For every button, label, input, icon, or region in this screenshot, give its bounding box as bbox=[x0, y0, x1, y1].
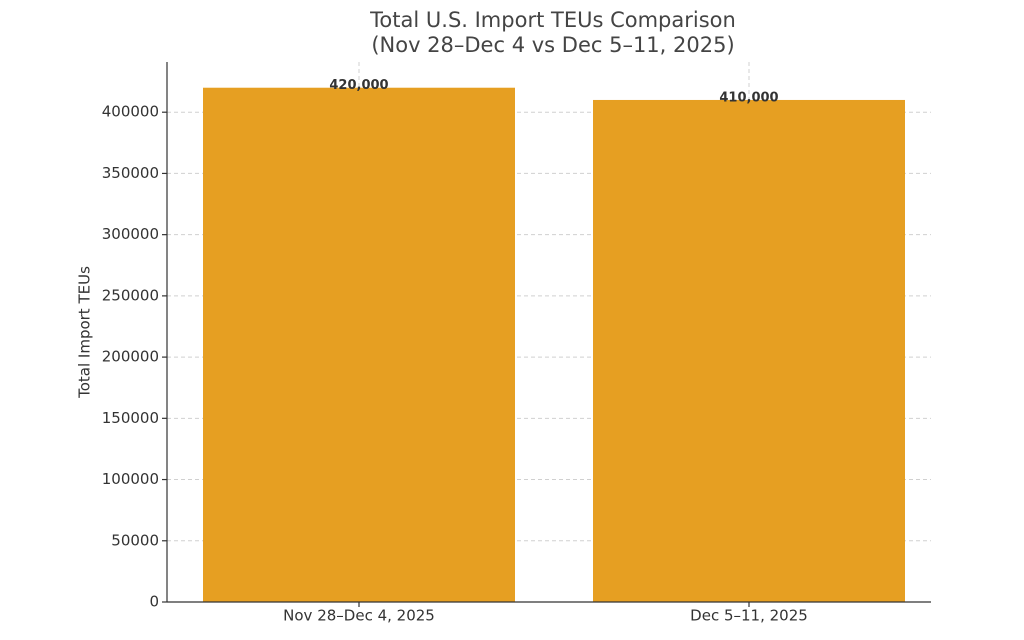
chart-title: Total U.S. Import TEUs Comparison bbox=[369, 8, 736, 32]
y-axis-label: Total Import TEUs bbox=[76, 266, 94, 399]
y-tick-label: 100000 bbox=[102, 470, 159, 488]
bar bbox=[203, 87, 515, 602]
value-label: 410,000 bbox=[719, 90, 778, 105]
y-tick-label: 400000 bbox=[102, 103, 159, 121]
y-tick-label: 0 bbox=[149, 593, 159, 611]
y-tick-label: 300000 bbox=[102, 225, 159, 243]
y-tick-label: 250000 bbox=[102, 286, 159, 304]
y-tick-label: 50000 bbox=[111, 531, 159, 549]
y-tick-label: 350000 bbox=[102, 164, 159, 182]
x-tick-label: Nov 28–Dec 4, 2025 bbox=[283, 607, 435, 625]
chart-subtitle: (Nov 28–Dec 4 vs Dec 5–11, 2025) bbox=[371, 33, 734, 57]
bar bbox=[593, 99, 905, 603]
value-label: 420,000 bbox=[329, 78, 388, 93]
y-tick-label: 200000 bbox=[102, 348, 159, 366]
x-tick-label: Dec 5–11, 2025 bbox=[690, 607, 808, 625]
y-tick-label: 150000 bbox=[102, 409, 159, 427]
